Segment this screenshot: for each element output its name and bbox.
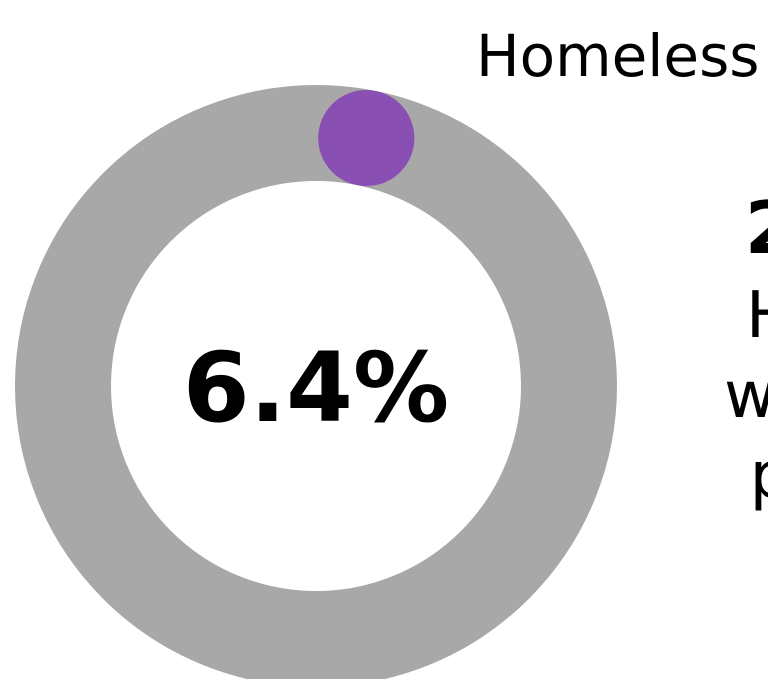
donut-track xyxy=(15,85,617,679)
side-line-3: p xyxy=(620,436,768,516)
center-value: 6.4% xyxy=(183,332,449,444)
side-line-1: H xyxy=(620,276,768,356)
header-label: Homeless xyxy=(476,22,760,90)
side-stat: 2 xyxy=(620,180,768,276)
side-text: 2 H we p xyxy=(620,180,768,516)
side-line-2: we xyxy=(724,359,768,433)
